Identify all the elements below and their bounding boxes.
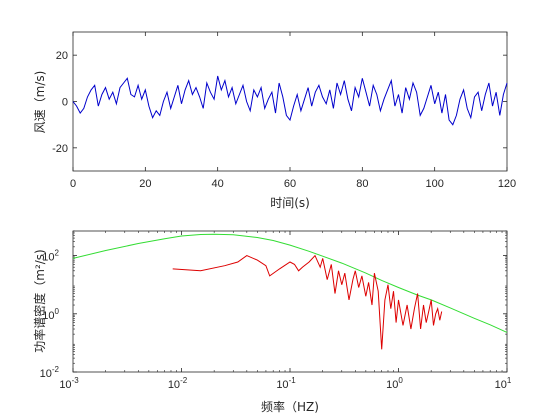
power-spectrum-x-tick-label: 100 xyxy=(386,376,403,391)
power-spectrum-y-tick-label: 100 xyxy=(42,307,59,322)
power-spectrum-model-line xyxy=(72,233,508,333)
wind-speed-y-tick-label: -20 xyxy=(52,143,68,155)
wind-speed-plot-frame xyxy=(72,31,508,172)
power-spectrum-plot-frame xyxy=(72,230,508,373)
power-spectrum-x-axis-label: 频率（HZ) xyxy=(261,399,319,414)
wind-speed-ticks: 0 20 40 60 80 100 120 20 0 -20 xyxy=(52,32,516,190)
power-spectrum-y-axis-label: 功率谱密度（m²/s) xyxy=(32,249,47,352)
power-spectrum-x-tick-label: 10-2 xyxy=(168,376,188,391)
wind-speed-y-tick-label: 20 xyxy=(56,50,68,62)
wind-speed-x-tick-label: 40 xyxy=(212,178,224,190)
wind-speed-chart: 0 20 40 60 80 100 120 20 0 -20 时间(s) 风速（m/s) xyxy=(33,31,516,210)
power-spectrum-y-tick-label: 102 xyxy=(42,249,59,264)
power-spectrum-x-tick-label: 10-1 xyxy=(276,376,296,391)
power-spectrum-measured-line xyxy=(172,254,443,350)
power-spectrum-x-tick-label: 101 xyxy=(495,376,512,391)
wind-speed-x-tick-label: 60 xyxy=(284,178,296,190)
wind-speed-x-tick-label: 20 xyxy=(139,178,151,190)
power-spectrum-x-tick-label: 10-3 xyxy=(59,376,79,391)
wind-speed-x-tick-label: 0 xyxy=(70,178,76,190)
wind-speed-x-tick-label: 100 xyxy=(425,178,443,190)
wind-speed-x-tick-label: 80 xyxy=(356,178,368,190)
wind-speed-series-line xyxy=(72,75,508,126)
wind-speed-x-axis-label: 时间(s) xyxy=(270,196,310,210)
wind-speed-x-tick-label: 120 xyxy=(498,178,516,190)
wind-speed-y-tick-label: 0 xyxy=(62,97,68,109)
power-spectrum-y-tick-label: 10-2 xyxy=(40,365,60,380)
wind-speed-y-axis-label: 风速（m/s) xyxy=(33,71,47,134)
